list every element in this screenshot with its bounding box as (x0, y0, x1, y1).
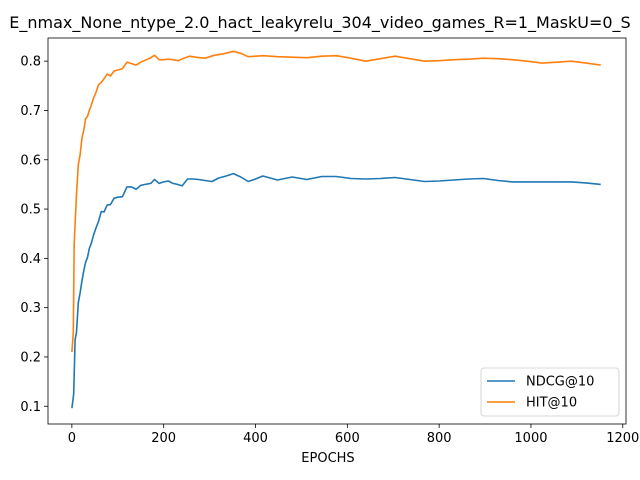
y-tick-label: 0.3 (20, 301, 41, 316)
axes-frame (47, 37, 627, 425)
legend-box (480, 367, 620, 417)
series-lines (71, 50, 601, 409)
y-tick-label: 0.5 (20, 203, 41, 218)
x-tick-label: 600 (335, 431, 360, 446)
x-tick-label: 1000 (514, 431, 547, 446)
chart-title: E_nmax_None_ntype_2.0_hact_leakyrelu_304… (9, 13, 630, 33)
x-axis-label: EPOCHS (301, 451, 354, 466)
series-line-1 (71, 172, 601, 409)
x-tick-label: 800 (427, 431, 452, 446)
legend-label: NDCG@10 (526, 375, 594, 390)
x-tick-label: 0 (68, 431, 76, 446)
y-tick-label: 0.7 (20, 104, 41, 119)
y-tick-label: 0.6 (20, 153, 41, 168)
legend-label: HIT@10 (526, 396, 577, 411)
series-line-2 (71, 50, 601, 353)
legend: NDCG@10 HIT@10 (480, 367, 620, 417)
x-tick-label: 400 (243, 431, 268, 446)
x-tick-label: 200 (151, 431, 176, 446)
y-tick-label: 0.4 (20, 252, 41, 267)
y-tick-label: 0.1 (20, 400, 41, 415)
y-tick-label: 0.2 (20, 350, 41, 365)
y-axis-ticks: 0.1 0.2 0.3 0.4 0.5 0.6 0.7 0.8 (20, 55, 48, 415)
x-axis-ticks: 0 200 400 600 800 1000 1200 (68, 424, 639, 446)
y-tick-label: 0.8 (20, 55, 41, 70)
x-tick-label: 1200 (606, 431, 639, 446)
